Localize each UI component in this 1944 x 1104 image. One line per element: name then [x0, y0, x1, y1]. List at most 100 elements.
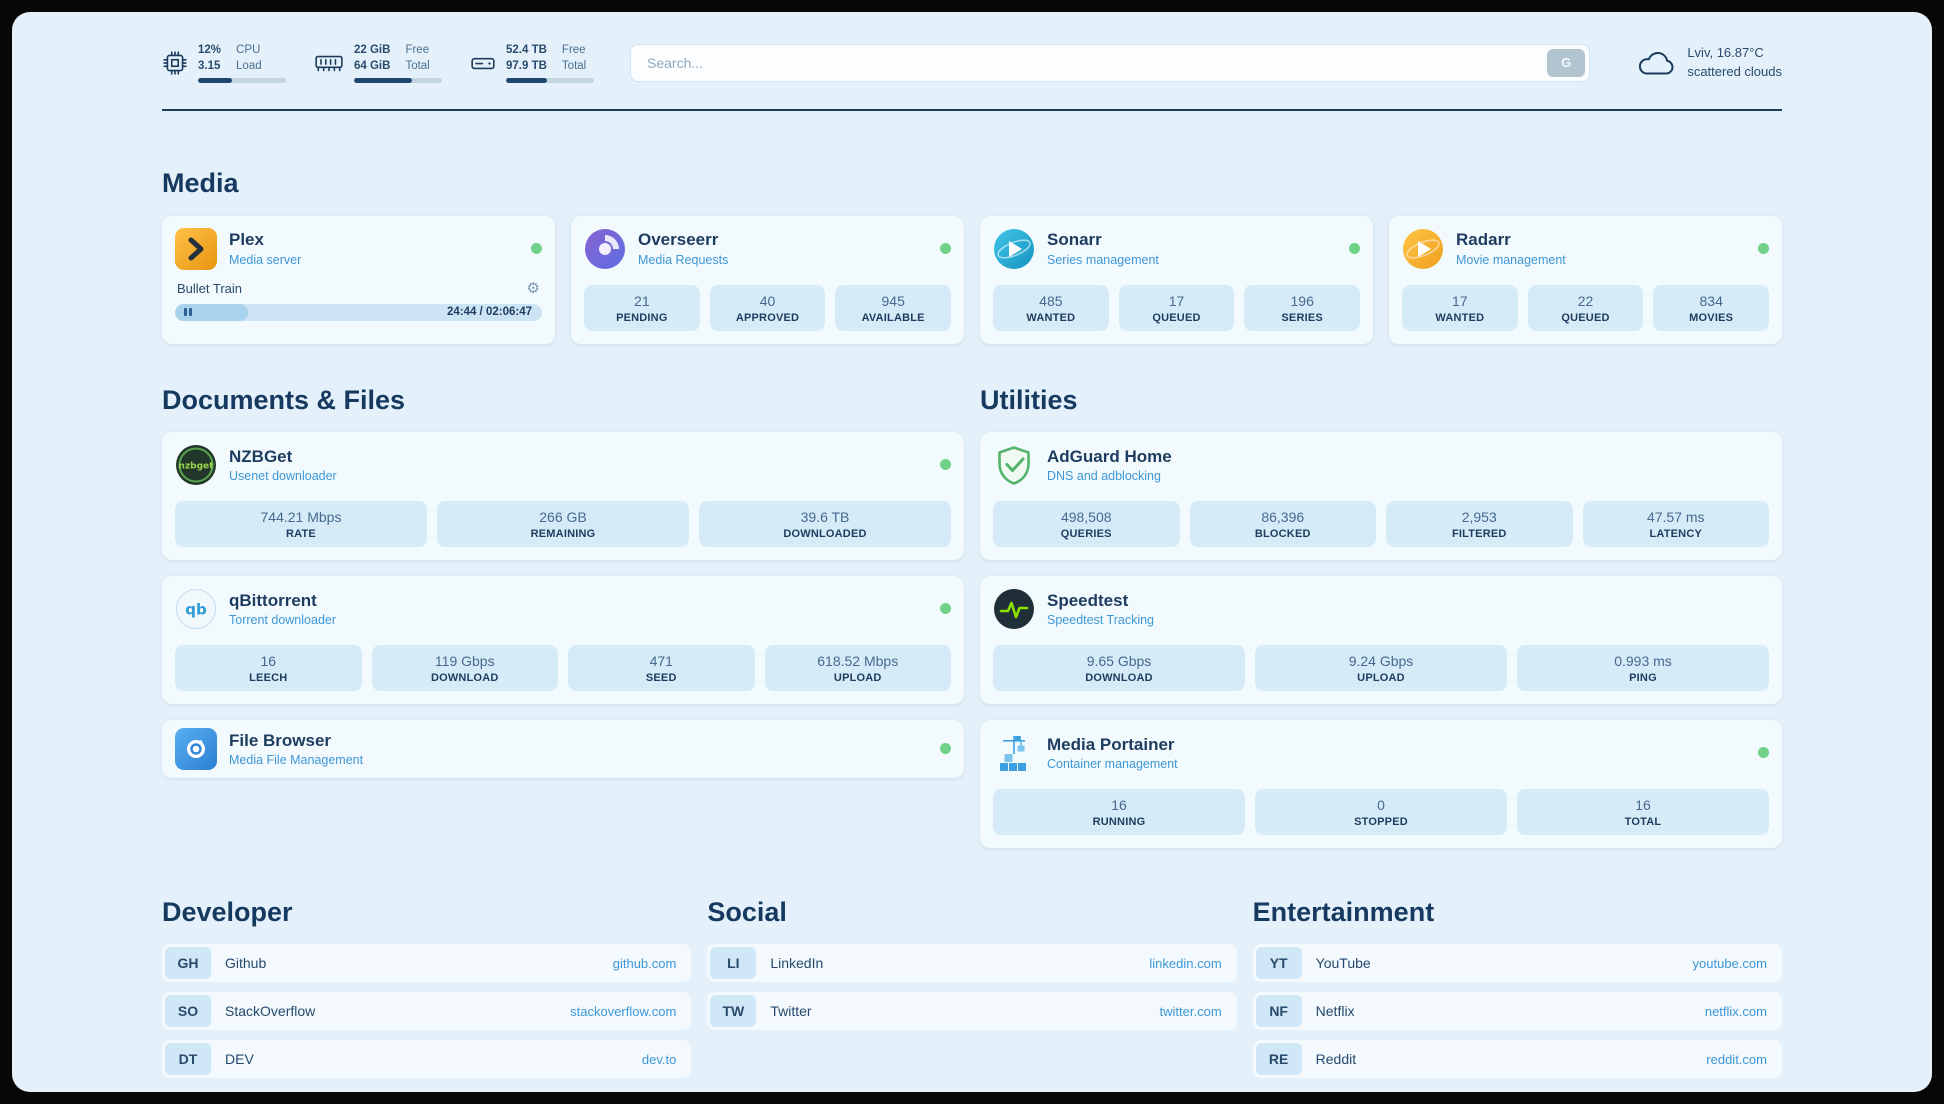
stat-movies: 834 MOVIES [1653, 284, 1770, 331]
status-dot [1758, 243, 1769, 255]
weather-widget: Lviv, 16.87°C scattered clouds [1636, 44, 1782, 82]
bookmark-abbr: LI [710, 947, 757, 980]
status-dot [940, 603, 951, 615]
app-card-adguard[interactable]: AdGuard Home DNS and adblocking 498,508 Q… [980, 431, 1782, 560]
stat-queries: 498,508 QUERIES [993, 500, 1180, 547]
bookmark-abbr: NF [1255, 995, 1302, 1028]
bookmark-github[interactable]: GH Github github.com [162, 944, 692, 983]
app-card-overseerr[interactable]: Overseerr Media Requests 21 PENDING 40 APP… [571, 215, 964, 344]
app-name: qBittorrent [229, 590, 317, 610]
bookmark-name: LinkedIn [770, 955, 824, 972]
section-title-media: Media [162, 168, 239, 199]
system-monitors: 12% 3.15 CPU Load [162, 42, 594, 84]
stat-wanted: 485 WANTED [993, 284, 1109, 331]
portainer-icon [993, 732, 1035, 774]
section-title-documents: Documents & Files [162, 384, 406, 415]
app-subtitle: Media File Management [229, 753, 364, 768]
playback-progress-bar[interactable]: 24:44 / 02:06:47 [175, 303, 542, 321]
dashboard-panel: 12% 3.15 CPU Load [12, 12, 1932, 1092]
section-title-social: Social [707, 896, 787, 927]
nzbget-icon: nzbget [175, 444, 217, 486]
bookmark-abbr: RE [1255, 1043, 1302, 1076]
app-card-filebrowser[interactable]: File Browser Media File Management [162, 719, 964, 778]
stat-wanted: 17 WANTED [1402, 284, 1518, 331]
app-subtitle: Movie management [1456, 252, 1566, 267]
disk-labels: Free Total [561, 44, 587, 73]
app-subtitle: Speedtest Tracking [1047, 613, 1155, 628]
app-card-radarr[interactable]: Radarr Movie management 17 WANTED 22 QUEUE… [1389, 215, 1782, 344]
plex-icon [175, 227, 217, 270]
filebrowser-icon [175, 727, 217, 770]
playback-time: 24:44 / 02:06:47 [446, 305, 532, 318]
search-bar: G [630, 43, 1591, 82]
bookmark-abbr: DT [165, 1043, 211, 1076]
section-media: Media Plex Media server Bullet Train [162, 167, 1782, 344]
stat-latency: 47.57 ms LATENCY [1582, 500, 1769, 547]
disk-monitor: 52.4 TB 97.9 TB Free Total [470, 42, 594, 84]
app-subtitle: Container management [1047, 757, 1178, 772]
bookmark-name: Github [225, 955, 267, 972]
app-card-plex[interactable]: Plex Media server Bullet Train ⚙ 24:44 [162, 215, 555, 344]
bookmark-linkedin[interactable]: LI LinkedIn linkedin.com [707, 944, 1237, 983]
section-title-developer: Developer [162, 896, 293, 927]
sonarr-icon [993, 228, 1035, 270]
disk-icon [471, 57, 495, 69]
app-card-speedtest[interactable]: Speedtest Speedtest Tracking 9.65 Gbps DO… [980, 575, 1782, 704]
bookmark-group-social: Social LI LinkedIn linkedin.com TW Twitt… [707, 896, 1237, 1031]
disk-values: 52.4 TB 97.9 TB [506, 44, 547, 73]
app-subtitle: Series management [1047, 252, 1159, 267]
app-card-qbittorrent[interactable]: qb qBittorrent Torrent downloader 16 LEEC… [162, 575, 964, 704]
bookmark-name: Reddit [1315, 1051, 1357, 1068]
app-card-sonarr[interactable]: Sonarr Series management 485 WANTED 17 QUE… [980, 215, 1373, 344]
app-name: NZBGet [229, 446, 293, 466]
bookmark-netflix[interactable]: NF Netflix netflix.com [1252, 992, 1782, 1031]
bookmark-group-entertainment: Entertainment YT YouTube youtube.com NF … [1252, 896, 1782, 1079]
status-dot [940, 243, 951, 255]
qbittorrent-icon: qb [175, 588, 217, 630]
cpu-usage-bar [198, 78, 286, 84]
weather-condition: scattered clouds [1687, 63, 1782, 79]
cpu-icon [163, 50, 187, 75]
bookmark-reddit[interactable]: RE Reddit reddit.com [1252, 1040, 1782, 1079]
overseerr-icon [584, 228, 626, 270]
stat-series: 196 SERIES [1244, 284, 1361, 331]
gear-icon[interactable]: ⚙ [526, 279, 540, 297]
bookmark-group-developer: Developer GH Github github.com SO StackO… [162, 896, 692, 1079]
topbar-divider [162, 109, 1782, 112]
search-engine-button[interactable]: G [1547, 48, 1586, 77]
app-subtitle: Media server [229, 252, 302, 267]
app-name: Radarr [1456, 230, 1511, 250]
app-name: AdGuard Home [1047, 446, 1172, 466]
app-subtitle: DNS and adblocking [1047, 469, 1161, 484]
bookmark-url: linkedin.com [1149, 955, 1222, 971]
bookmark-url: github.com [612, 955, 677, 971]
bookmark-url: dev.to [641, 1051, 677, 1067]
stat-seed: 471 SEED [568, 644, 755, 691]
stat-stopped: 0 STOPPED [1255, 788, 1507, 835]
bookmark-name: Netflix [1315, 1003, 1355, 1020]
bookmark-abbr: YT [1255, 947, 1302, 980]
bookmark-stackoverflow[interactable]: SO StackOverflow stackoverflow.com [162, 992, 692, 1031]
search-input[interactable] [630, 43, 1591, 82]
bookmark-youtube[interactable]: YT YouTube youtube.com [1252, 944, 1782, 983]
stat-filtered: 2,953 FILTERED [1386, 500, 1573, 547]
stat-download: 119 Gbps DOWNLOAD [371, 644, 558, 691]
bookmark-abbr: GH [165, 947, 211, 980]
bookmark-dev[interactable]: DT DEV dev.to [162, 1040, 692, 1079]
section-utilities: Utilities AdGuard Home DNS and adblockin… [980, 384, 1782, 848]
stat-available: 945 AVAILABLE [835, 284, 952, 331]
app-card-portainer[interactable]: Media Portainer Container management 16 R… [980, 719, 1782, 848]
stat-ping: 0.993 ms PING [1517, 644, 1769, 691]
pause-icon[interactable] [184, 308, 192, 317]
plex-now-playing: Bullet Train ⚙ 24:44 / 02:06:47 [175, 281, 542, 321]
ram-usage-bar [354, 78, 442, 84]
bookmark-twitter[interactable]: TW Twitter twitter.com [707, 992, 1237, 1031]
app-subtitle: Torrent downloader [229, 613, 337, 628]
app-name: Plex [229, 230, 264, 250]
now-playing-title: Bullet Train [177, 280, 243, 296]
stat-queued: 22 QUEUED [1527, 284, 1644, 331]
app-name: File Browser [229, 730, 332, 750]
bookmark-url: stackoverflow.com [570, 1003, 677, 1019]
app-card-nzbget[interactable]: nzbget NZBGet Usenet downloader 744.21 M… [162, 431, 964, 560]
app-subtitle: Usenet downloader [229, 469, 337, 484]
